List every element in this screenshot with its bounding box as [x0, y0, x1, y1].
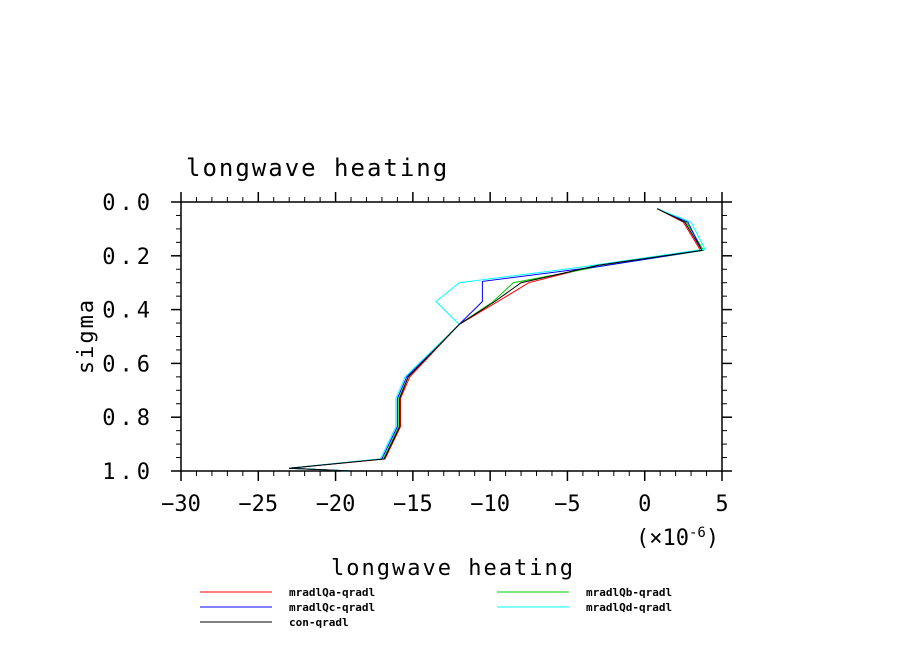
x-scale-suffix: ) — [706, 526, 719, 551]
legend-label: mradlQc-qradl — [289, 601, 375, 614]
x-scale-prefix: (×10 — [636, 526, 689, 551]
series-line-1 — [289, 208, 705, 472]
y-tick-label: 0.2 — [102, 245, 154, 270]
plot-frame — [180, 201, 723, 472]
legend-label: con-qradl — [289, 616, 349, 629]
plot-area: −30 −25 −20 −15 −10 −5 0 5 0.0 0.2 0.4 0.6 0.8 1.0 — [102, 191, 732, 517]
x-tick-label: −15 — [393, 492, 433, 517]
legend: mradlQa-qradl mradlQc-qradl con-qradl mradl… — [200, 586, 672, 629]
x-tick-label: −25 — [238, 492, 278, 517]
x-tick-label: −20 — [316, 492, 356, 517]
y-tick-label: 0.0 — [102, 191, 154, 216]
legend-label: mradlQd-qradl — [586, 601, 672, 614]
y-axis-title: sigma — [74, 298, 99, 374]
x-tick-label: −5 — [554, 492, 581, 517]
series-line-2 — [289, 208, 703, 472]
y-tick-label: 0.8 — [102, 406, 154, 431]
x-tick-label: 0 — [638, 492, 651, 517]
y-tick-label: 0.6 — [102, 352, 154, 377]
x-tick-label: 5 — [715, 492, 728, 517]
y-tick-label: 1.0 — [102, 460, 154, 485]
chart-title: longwave heating — [186, 154, 449, 182]
series-line-0 — [289, 208, 702, 472]
x-tick-label: −10 — [470, 492, 510, 517]
y-tick-label: 0.4 — [102, 299, 154, 324]
legend-label: mradlQb-qradl — [586, 586, 672, 599]
x-axis-title: longwave heating — [331, 556, 575, 581]
legend-label: mradlQa-qradl — [289, 586, 375, 599]
x-scale-exponent: -6 — [689, 525, 706, 541]
x-scale-factor: (×10-6) — [636, 525, 719, 551]
series-line-3 — [289, 208, 706, 472]
x-tick-label: −30 — [161, 492, 201, 517]
series-line-4 — [289, 208, 703, 472]
